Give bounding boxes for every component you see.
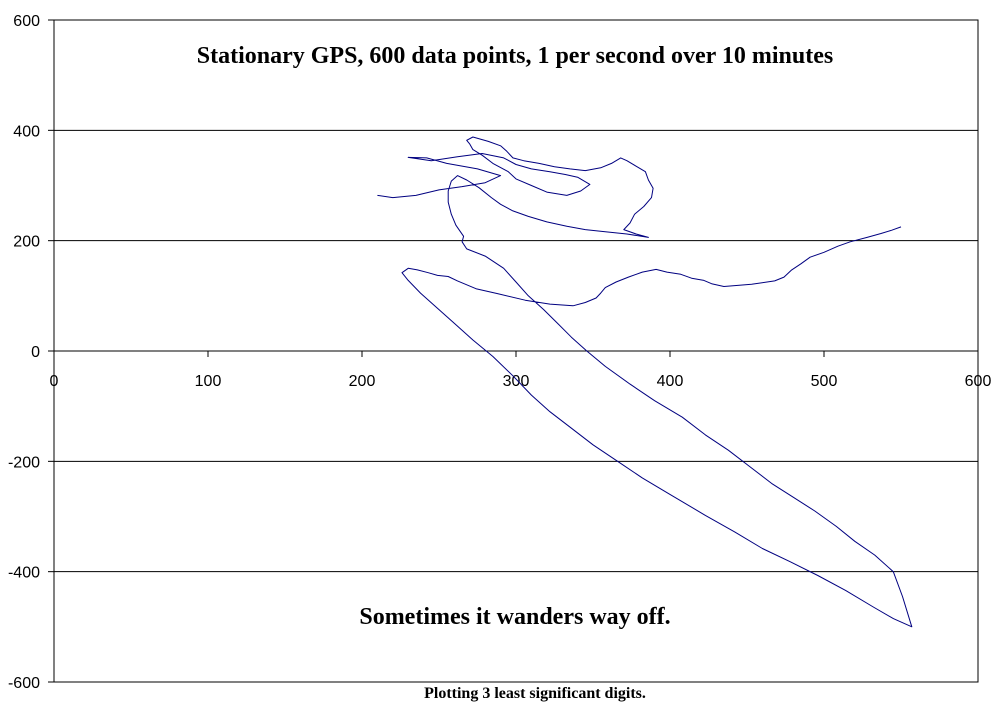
axes [48,19,979,683]
x-tick-label: 100 [195,373,222,390]
x-tick-label: 0 [50,373,59,390]
y-tick-label: 0 [31,344,40,361]
gridlines [54,129,978,573]
gps-track-line [377,136,913,628]
chart-title: Stationary GPS, 600 data points, 1 per s… [197,43,833,69]
y-tick-label: 400 [13,123,40,140]
x-tick-label: 500 [811,373,838,390]
y-tick-label: -400 [8,565,40,582]
y-tick-label: 600 [13,13,40,30]
series-group [377,136,913,628]
x-tick-label: 600 [965,373,992,390]
y-tick-label: 200 [13,234,40,251]
x-tick-label: 200 [349,373,376,390]
y-tick-label: -600 [8,675,40,692]
y-tick-label: -200 [8,454,40,471]
x-axis-tick-labels: 0 100 200 300 400 500 600 [50,373,992,390]
chart-caption: Plotting 3 least significant digits. [424,685,646,702]
x-tick-label: 300 [503,373,530,390]
chart-annotation: Sometimes it wanders way off. [359,604,670,630]
y-axis-tick-labels: -600 -400 -200 0 200 400 600 [8,13,40,692]
x-tick-label: 400 [657,373,684,390]
